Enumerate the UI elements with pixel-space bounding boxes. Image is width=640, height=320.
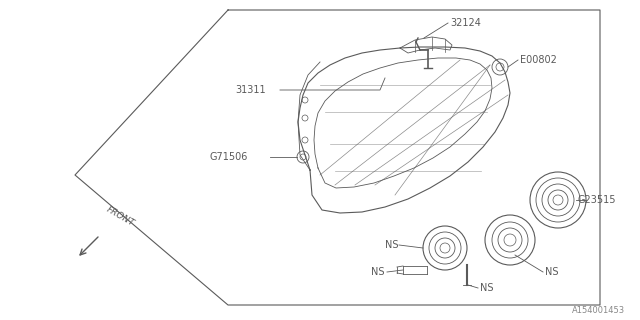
Text: NS: NS bbox=[545, 267, 559, 277]
Text: A154001453: A154001453 bbox=[572, 306, 625, 315]
Text: 32124: 32124 bbox=[450, 18, 481, 28]
Text: G71506: G71506 bbox=[210, 152, 248, 162]
Text: E00802: E00802 bbox=[520, 55, 557, 65]
Text: G23515: G23515 bbox=[578, 195, 616, 205]
Text: FRONT: FRONT bbox=[105, 205, 136, 228]
Text: 31311: 31311 bbox=[235, 85, 266, 95]
Text: NS: NS bbox=[371, 267, 385, 277]
Text: NS: NS bbox=[480, 283, 493, 293]
Text: NS: NS bbox=[385, 240, 398, 250]
